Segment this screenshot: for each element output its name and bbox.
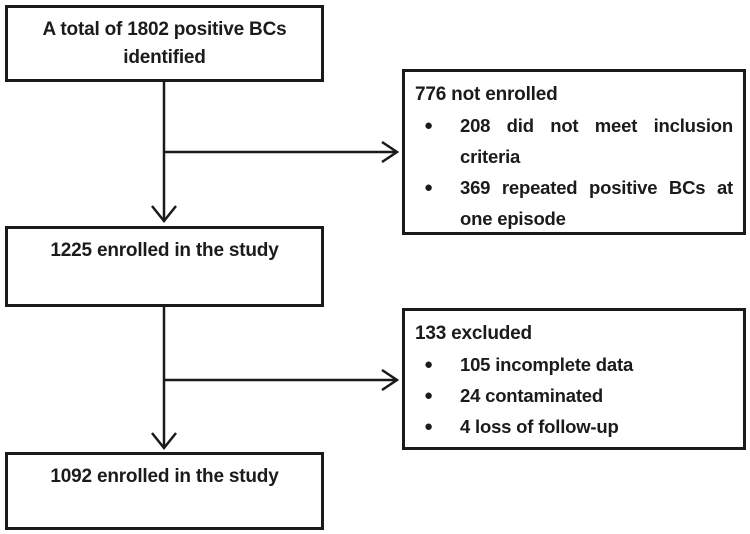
bullet-icon: ● [424, 117, 433, 134]
not-enrolled-item-2: 369 repeated positive BCs at one episode [460, 177, 733, 229]
box-total-positive-bcs-text: A total of 1802 positive BCs identified [42, 18, 287, 68]
excluded-title: 133 excluded [415, 323, 532, 344]
arrow-right-to-not-enrolled [164, 140, 400, 164]
arrow-down-top-to-mid [151, 82, 177, 224]
bullet-icon: ● [424, 356, 433, 373]
list-item: ● 369 repeated positive BCs at one episo… [415, 172, 733, 234]
excluded-item-3: 4 loss of follow-up [460, 416, 619, 437]
bullet-icon: ● [424, 387, 433, 404]
excluded-item-2: 24 contaminated [460, 385, 603, 406]
box-enrolled-1225: 1225 enrolled in the study [5, 226, 324, 307]
list-item: ● 208 did not meet inclusion criteria [415, 110, 733, 172]
box-enrolled-1092: 1092 enrolled in the study [5, 452, 324, 530]
arrow-right-to-excluded [164, 368, 400, 392]
list-item: ● 24 contaminated [415, 380, 733, 411]
bullet-icon: ● [424, 179, 433, 196]
not-enrolled-item-1: 208 did not meet inclusion criteria [460, 115, 733, 167]
bullet-icon: ● [424, 418, 433, 435]
list-item: ● 105 incomplete data [415, 349, 733, 380]
box-enrolled-1092-text: 1092 enrolled in the study [50, 466, 279, 487]
excluded-item-1: 105 incomplete data [460, 354, 634, 375]
list-item: ● 4 loss of follow-up [415, 411, 733, 442]
box-excluded: 133 excluded ● 105 incomplete data ● 24 … [402, 308, 746, 450]
box-enrolled-1225-text: 1225 enrolled in the study [50, 240, 279, 261]
box-not-enrolled: 776 not enrolled ● 208 did not meet incl… [402, 69, 746, 235]
not-enrolled-title: 776 not enrolled [415, 84, 558, 105]
arrow-down-mid-to-bottom [151, 307, 177, 451]
box-total-positive-bcs: A total of 1802 positive BCs identified [5, 5, 324, 82]
